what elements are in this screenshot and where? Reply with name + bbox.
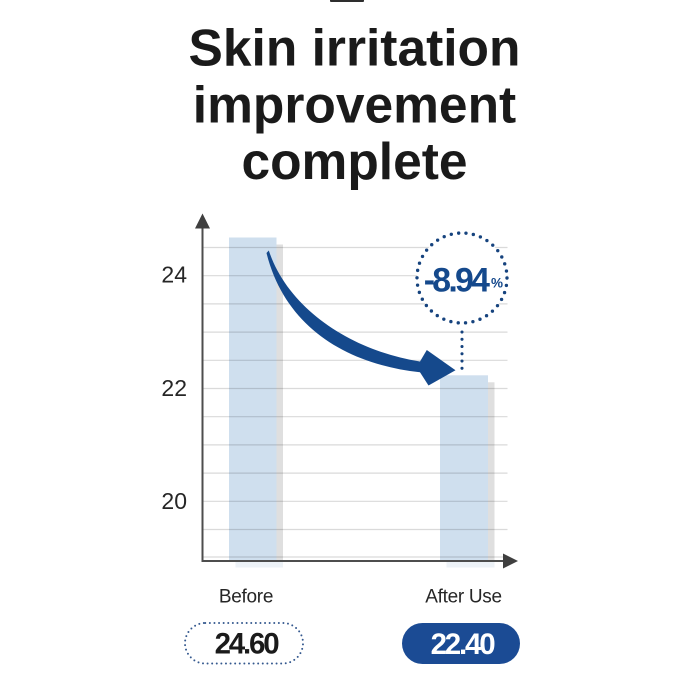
svg-text:24: 24	[161, 262, 187, 288]
svg-text:22: 22	[161, 375, 187, 401]
svg-text:22.40: 22.40	[431, 628, 496, 661]
svg-text:After Use: After Use	[425, 586, 502, 607]
svg-text:-8.94: -8.94	[424, 261, 490, 299]
svg-text:Before: Before	[219, 586, 273, 607]
svg-text:complete: complete	[241, 132, 467, 190]
svg-text:%: %	[491, 276, 503, 291]
svg-text:20: 20	[161, 488, 187, 514]
svg-text:Skin irritation: Skin irritation	[189, 19, 521, 77]
svg-text:improvement: improvement	[193, 75, 516, 133]
svg-text:24.60: 24.60	[215, 628, 280, 661]
